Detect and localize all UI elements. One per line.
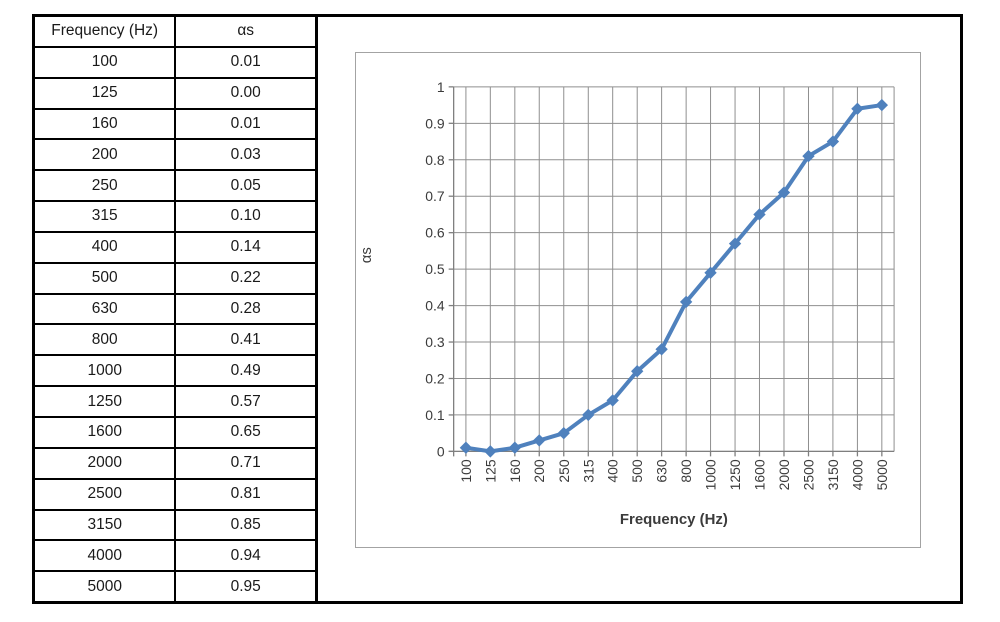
table-row: 160 0.01 <box>35 109 315 141</box>
alpha-s-value-cell: 0.14 <box>230 238 261 256</box>
svg-text:630: 630 <box>654 459 670 482</box>
frequency-value-cell: 500 <box>35 263 177 293</box>
axes <box>448 86 895 457</box>
y-axis-labels: 0 0.1 0.2 0.3 0.4 0.5 0.6 0.7 0.8 0.9 1 <box>425 79 445 460</box>
table-row: 5000 0.95 <box>35 572 315 602</box>
frequency-value-cell: 1250 <box>35 387 177 416</box>
svg-text:1600: 1600 <box>751 459 767 490</box>
frequency-value-cell: 5000 <box>35 572 177 602</box>
frequency-value-cell: 250 <box>35 171 177 201</box>
alpha-s-value-cell: 0.65 <box>230 423 261 441</box>
alpha-s-value-cell: 0.03 <box>230 145 261 163</box>
frequency-value-cell: 160 <box>35 109 177 139</box>
frequency-value-cell: 3150 <box>35 510 177 540</box>
svg-text:4000: 4000 <box>849 459 865 490</box>
svg-text:800: 800 <box>678 459 694 482</box>
svg-text:1250: 1250 <box>727 459 743 490</box>
svg-text:0.9: 0.9 <box>425 115 445 131</box>
alpha-s-value-cell: 0.71 <box>230 454 261 472</box>
table-row: 1000 0.49 <box>35 356 315 388</box>
svg-text:0.8: 0.8 <box>425 152 445 168</box>
table-row: 630 0.28 <box>35 294 315 326</box>
data-point-markers <box>459 98 889 458</box>
alpha-s-value-cell: 0.05 <box>230 176 261 194</box>
x-axis-title: Frequency (Hz) <box>620 511 728 528</box>
svg-text:200: 200 <box>531 459 547 482</box>
frequency-value-cell: 2500 <box>35 479 177 509</box>
table-row: 400 0.14 <box>35 232 315 264</box>
svg-text:250: 250 <box>556 459 572 482</box>
svg-text:100: 100 <box>458 459 474 482</box>
frequency-value-cell: 125 <box>35 78 177 108</box>
svg-text:0.1: 0.1 <box>425 407 445 423</box>
svg-text:0.2: 0.2 <box>425 370 445 386</box>
alpha-s-value-cell: 0.94 <box>230 546 261 564</box>
svg-text:0.6: 0.6 <box>425 225 445 241</box>
table-row: 125 0.00 <box>35 78 315 110</box>
alpha-s-value-cell: 0.00 <box>230 84 261 102</box>
series-line <box>463 103 884 454</box>
svg-text:1000: 1000 <box>703 459 719 490</box>
alpha-s-value-cell: 0.41 <box>230 330 261 348</box>
table-row: 2000 0.71 <box>35 448 315 480</box>
frequency-value-cell: 1600 <box>35 417 177 447</box>
frequency-value-cell: 400 <box>35 232 177 262</box>
svg-text:0.3: 0.3 <box>425 334 445 350</box>
header-cell-frequency: Frequency (Hz) <box>35 17 177 46</box>
alpha-s-value-cell: 0.95 <box>230 577 261 595</box>
data-table: Frequency (Hz) αs 100 0.01 125 0.00 160 0.01 2… <box>32 14 318 604</box>
table-row: 1250 0.57 <box>35 387 315 418</box>
svg-text:0.7: 0.7 <box>425 188 445 204</box>
frequency-value-cell: 200 <box>35 140 177 170</box>
alpha-s-value-cell: 0.57 <box>230 392 261 410</box>
table-row: 500 0.22 <box>35 263 315 295</box>
alpha-s-value-cell: 0.81 <box>230 485 261 503</box>
svg-text:2000: 2000 <box>776 459 792 490</box>
table-row: 315 0.10 <box>35 202 315 233</box>
svg-text:160: 160 <box>507 459 523 482</box>
frequency-value-cell: 1000 <box>35 356 177 386</box>
table-row: 100 0.01 <box>35 47 315 79</box>
svg-text:125: 125 <box>482 459 498 482</box>
frequency-value-cell: 800 <box>35 325 177 355</box>
alpha-s-value-cell: 0.85 <box>230 515 261 533</box>
alpha-s-value-cell: 0.01 <box>230 53 261 71</box>
table-row: 200 0.03 <box>35 140 315 172</box>
alpha-s-value-cell: 0.01 <box>230 114 261 132</box>
chart-svg: 0 0.1 0.2 0.3 0.4 0.5 0.6 0.7 0.8 0.9 1 100 125 160 20… <box>358 79 895 528</box>
svg-text:315: 315 <box>580 459 596 482</box>
table-row: 1600 0.65 <box>35 417 315 449</box>
svg-text:5000: 5000 <box>874 459 890 490</box>
svg-text:1: 1 <box>437 79 445 95</box>
svg-text:0: 0 <box>437 443 445 459</box>
alpha-s-value-cell: 0.49 <box>230 361 261 379</box>
table-row: 4000 0.94 <box>35 541 315 573</box>
alpha-s-value-cell: 0.28 <box>230 300 261 318</box>
svg-text:400: 400 <box>605 459 621 482</box>
svg-text:0.4: 0.4 <box>425 298 445 314</box>
frequency-value-cell: 2000 <box>35 448 177 478</box>
alpha-s-value-cell: 0.10 <box>230 207 261 225</box>
frequency-value-cell: 4000 <box>35 541 177 571</box>
svg-text:2500: 2500 <box>800 459 816 490</box>
y-axis-title: αs <box>358 247 375 263</box>
table-row: 2500 0.81 <box>35 479 315 511</box>
frequency-value-cell: 100 <box>35 47 177 77</box>
x-axis-labels: 100 125 160 200 250 315 400 500 630 800 1000 1250 16… <box>458 459 890 490</box>
alpha-s-value-cell: 0.22 <box>230 269 261 287</box>
table-row: 800 0.41 <box>35 325 315 357</box>
chart-object: 0 0.1 0.2 0.3 0.4 0.5 0.6 0.7 0.8 0.9 1 100 125 160 20… <box>355 52 921 548</box>
table-header-row: Frequency (Hz) αs <box>35 17 315 48</box>
svg-text:500: 500 <box>629 459 645 482</box>
header-cell-alpha-s: αs <box>237 22 255 40</box>
frequency-value-cell: 630 <box>35 294 177 324</box>
frequency-value-cell: 315 <box>35 202 177 231</box>
svg-text:3150: 3150 <box>825 459 841 490</box>
table-row: 250 0.05 <box>35 171 315 203</box>
table-row: 3150 0.85 <box>35 510 315 542</box>
svg-text:0.5: 0.5 <box>425 261 445 277</box>
